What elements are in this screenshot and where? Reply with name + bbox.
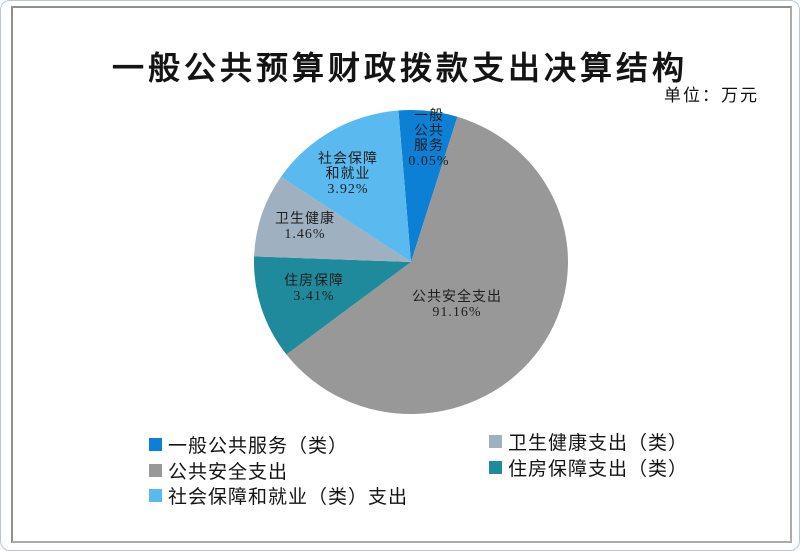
unit-label: 单位：万元 <box>664 86 759 105</box>
legend-swatch-graylightblue <box>489 434 502 448</box>
legend-swatch-lightblue <box>149 488 162 502</box>
legend-label: 社会保障和就业（类）支出 <box>168 486 409 508</box>
pie-slice-3 <box>254 176 411 262</box>
pie-slice-0 <box>398 110 458 262</box>
legend-swatch-gray <box>149 463 162 477</box>
pie-slice-1 <box>286 116 568 415</box>
legend-swatch-teal <box>489 460 502 474</box>
legend-label: 一般公共服务（类） <box>168 435 349 457</box>
legend-item-social-security-employment: 社会保障和就业（类）支出 <box>149 485 408 508</box>
chart-border <box>11 6 792 543</box>
legend-label: 公共安全支出 <box>168 461 289 483</box>
pie-chart <box>253 110 568 415</box>
legend-label: 卫生健康支出（类） <box>508 432 689 454</box>
pie-slice-2 <box>253 256 411 355</box>
legend-item-public-security: 公共安全支出 <box>149 460 288 483</box>
legend-swatch-blue <box>149 437 162 451</box>
chart-title: 一般公共预算财政拨款支出决算结构 <box>111 50 688 86</box>
legend-item-housing-security: 住房保障支出（类） <box>489 457 688 480</box>
legend-item-general-public-services: 一般公共服务（类） <box>149 434 348 457</box>
legend-label: 住房保障支出（类） <box>508 458 689 480</box>
legend-item-health: 卫生健康支出（类） <box>489 431 688 454</box>
pie-slice-4 <box>281 110 411 262</box>
